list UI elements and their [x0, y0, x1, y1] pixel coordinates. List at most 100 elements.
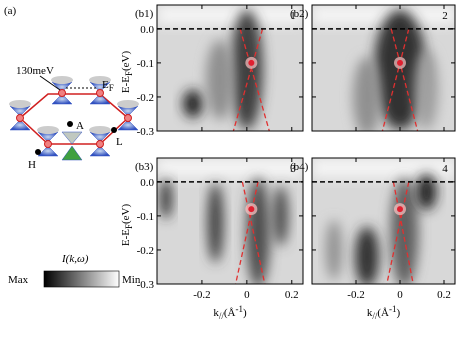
- intensity-blob: [230, 9, 263, 130]
- x-tick-label: 0.2: [285, 289, 299, 301]
- spectrum-intensity: [157, 158, 303, 284]
- point-a: A: [76, 120, 84, 132]
- intensity-blob: [326, 219, 342, 280]
- y-label-unit: (eV): [120, 204, 132, 224]
- x-label-close: ): [396, 307, 400, 319]
- x-axis-label: k//(Å-1): [367, 304, 401, 321]
- y-tick-label: 0.0: [140, 177, 154, 189]
- x-label-main: k: [367, 307, 373, 319]
- colorbar-max: Max: [8, 274, 29, 286]
- ef-sub: F: [109, 83, 114, 93]
- dirac-points: [16, 89, 132, 148]
- x-label-sub: //: [372, 311, 378, 321]
- intensity-blob: [207, 182, 224, 263]
- panel-index: 1: [290, 10, 296, 22]
- x-axis-label: k//(Å-1): [213, 304, 247, 321]
- x-tick-label: -0.2: [347, 289, 364, 301]
- dispersion-line: [234, 181, 259, 284]
- x-tick-label: -0.2: [193, 289, 210, 301]
- y-label-main: E-E: [120, 229, 132, 246]
- y-label-sub: F: [124, 71, 134, 76]
- y-label-main: E-E: [120, 76, 132, 93]
- dirac-point: [397, 206, 403, 213]
- intensity-blob: [272, 185, 289, 246]
- panel-label: (b4): [290, 161, 309, 173]
- dispersion-line: [239, 28, 270, 131]
- surface-disks: [9, 76, 139, 134]
- panel-index: 3: [290, 163, 296, 175]
- intensity-blob: [159, 178, 172, 219]
- y-label-unit: (eV): [120, 51, 132, 71]
- spectrum-intensity: [312, 5, 455, 131]
- spectrum-intensity: [157, 5, 303, 130]
- y-tick-label: -0.2: [137, 245, 154, 257]
- arpes-panel: (b2) 2: [290, 4, 456, 132]
- top-fade: [157, 158, 303, 178]
- x-label-unit: (Å: [377, 307, 389, 319]
- point-a-dot: [67, 121, 73, 127]
- y-axis-label: E-EF(eV): [120, 204, 134, 247]
- dirac-point: [248, 206, 255, 213]
- x-tick-label: 0: [397, 289, 403, 301]
- y-tick-label: -0.3: [137, 279, 155, 291]
- arpes-panel: 0.0-0.1-0.2-0.3-0.2 0 0.2(b3) 3E-EF(eV)k//(…: [120, 157, 304, 321]
- intensity-blob: [416, 174, 437, 211]
- intensity-blob: [205, 39, 234, 120]
- point-h-dot: [35, 149, 41, 155]
- intensity-blob: [246, 177, 271, 284]
- energy-label: 130meV: [16, 65, 54, 77]
- colorbar: [43, 270, 120, 288]
- panel-a: (a) 130meV EF A H L I(k,ω) Max Mi: [4, 5, 141, 288]
- point-l: L: [116, 136, 123, 148]
- point-l-dot: [111, 127, 117, 133]
- dispersion-line: [381, 28, 410, 131]
- dispersion-line: [241, 181, 266, 284]
- point-h: H: [28, 159, 36, 171]
- top-fade: [157, 5, 303, 25]
- frame: [156, 157, 304, 285]
- x-label-sup: -1: [389, 304, 397, 314]
- intensity-blob: [414, 50, 439, 131]
- panel-label: (b3): [135, 161, 154, 173]
- intensity-blob: [374, 9, 426, 130]
- top-fade: [312, 158, 455, 178]
- frame: [311, 157, 456, 285]
- dispersion-line: [232, 28, 264, 131]
- y-tick-label: -0.2: [137, 92, 154, 104]
- x-label-close: ): [243, 307, 247, 319]
- x-label-unit: (Å: [224, 307, 236, 319]
- dirac-point: [248, 59, 255, 66]
- panel-label: (b2): [290, 8, 309, 20]
- panel-index: 2: [442, 10, 448, 22]
- y-tick-label: -0.1: [137, 211, 154, 223]
- y-tick-label: -0.1: [137, 58, 154, 70]
- top-fade: [312, 5, 455, 25]
- x-label-sup: -1: [235, 304, 243, 314]
- frame: [311, 4, 456, 132]
- cones: [9, 81, 139, 161]
- intensity-blob: [390, 177, 419, 284]
- dispersion-line: [392, 181, 414, 284]
- arpes-panel: -0.2 0 0.2 (b4) 4 k//(Å-1): [290, 157, 456, 321]
- colorbar-title: I(k,ω): [61, 253, 89, 265]
- frame: [156, 4, 304, 132]
- dispersion-line: [386, 181, 410, 284]
- arpes-panel: 0.0 -0.1 -0.2 -0.3 (b1) 1 E-EF(eV): [120, 4, 304, 138]
- colorbar-min: Min: [122, 274, 141, 286]
- panel-label: (b1): [135, 8, 154, 20]
- x-label-sub: //: [219, 311, 225, 321]
- x-tick-label: 0: [244, 289, 250, 301]
- arrow: [39, 75, 61, 91]
- ef-label: EF: [102, 79, 114, 93]
- intensity-blob: [353, 56, 381, 131]
- y-tick-label: 0.0: [140, 24, 154, 36]
- panel-label: (a): [4, 5, 17, 17]
- spectrum-intensity: [312, 158, 455, 284]
- intensity-blob: [355, 226, 379, 284]
- dirac-point: [397, 59, 403, 66]
- intensity-blob: [182, 89, 203, 118]
- x-label-main: k: [213, 307, 219, 319]
- dispersion-line: [390, 28, 419, 131]
- x-tick-label: 0.2: [437, 289, 451, 301]
